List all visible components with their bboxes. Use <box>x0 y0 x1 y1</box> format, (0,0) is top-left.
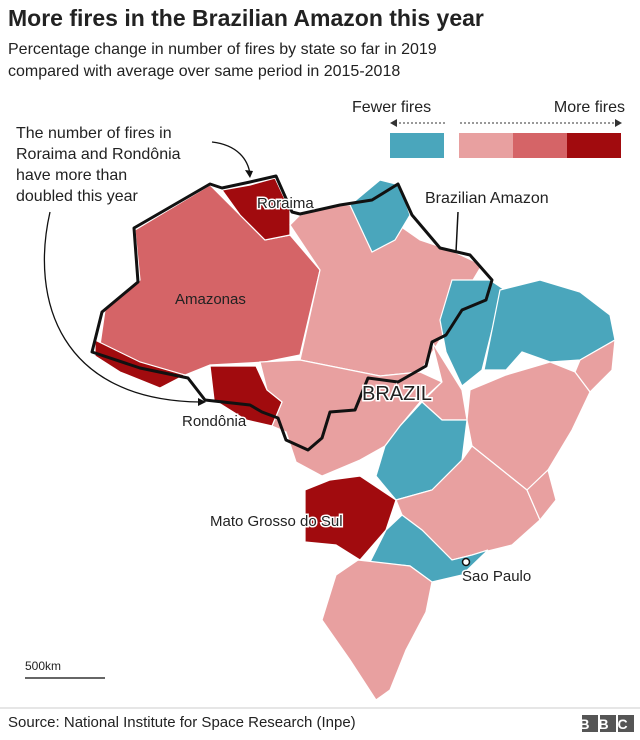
state-bahia <box>466 361 591 491</box>
annotation: Roraima and Rondônia <box>16 146 181 163</box>
scale-label: 500km <box>25 659 61 673</box>
source: Source: National Institute for Space Res… <box>8 714 356 731</box>
annotation: have more than <box>16 167 127 184</box>
annotation: doubled this year <box>16 188 139 205</box>
leader-line <box>455 211 459 253</box>
logo-block <box>600 715 616 732</box>
annotation: The number of fires in <box>16 125 172 142</box>
state-espirito-santo <box>526 468 557 522</box>
legend-swatch <box>459 133 513 158</box>
state-amapa <box>349 179 411 253</box>
subtitle: Percentage change in number of fires by … <box>8 41 437 58</box>
annotation-arrowhead <box>198 398 206 406</box>
legend-label: More fires <box>554 99 625 116</box>
annotation-arrowhead <box>245 170 253 178</box>
legend-swatch <box>567 133 621 158</box>
annotation-arrow <box>211 141 251 175</box>
states <box>94 177 616 701</box>
map-label: Brazilian Amazon <box>425 190 549 207</box>
map-label: Rondônia <box>182 413 247 430</box>
legend-swatch <box>513 133 567 158</box>
state-acre <box>94 339 187 389</box>
state-maranhao <box>439 279 506 387</box>
logo-block <box>582 715 598 732</box>
logo: BBC <box>579 716 636 732</box>
map-label: Sao Paulo <box>462 568 531 585</box>
city-marker <box>461 557 471 567</box>
map-label: Mato Grosso do Sul <box>210 513 343 530</box>
state-goias <box>375 401 468 501</box>
subtitle: compared with average over same period i… <box>8 63 400 80</box>
legend-swatch <box>390 133 444 158</box>
legend-label: Fewer fires <box>352 99 431 116</box>
title: More fires in the Brazilian Amazon this … <box>8 5 484 31</box>
legend-arrow <box>615 119 622 127</box>
logo-block <box>618 715 634 732</box>
map-label: BRAZIL <box>362 383 432 405</box>
annotation-arrow <box>43 211 201 403</box>
state-south <box>321 559 433 701</box>
state-northeast-coast <box>574 338 616 393</box>
legend-arrow <box>390 119 397 127</box>
amazon-boundary <box>90 174 494 452</box>
map-label: Amazonas <box>175 291 246 308</box>
map-label: Roraima <box>257 195 314 212</box>
state-roraima <box>220 177 291 241</box>
state-rondonia <box>209 365 283 427</box>
